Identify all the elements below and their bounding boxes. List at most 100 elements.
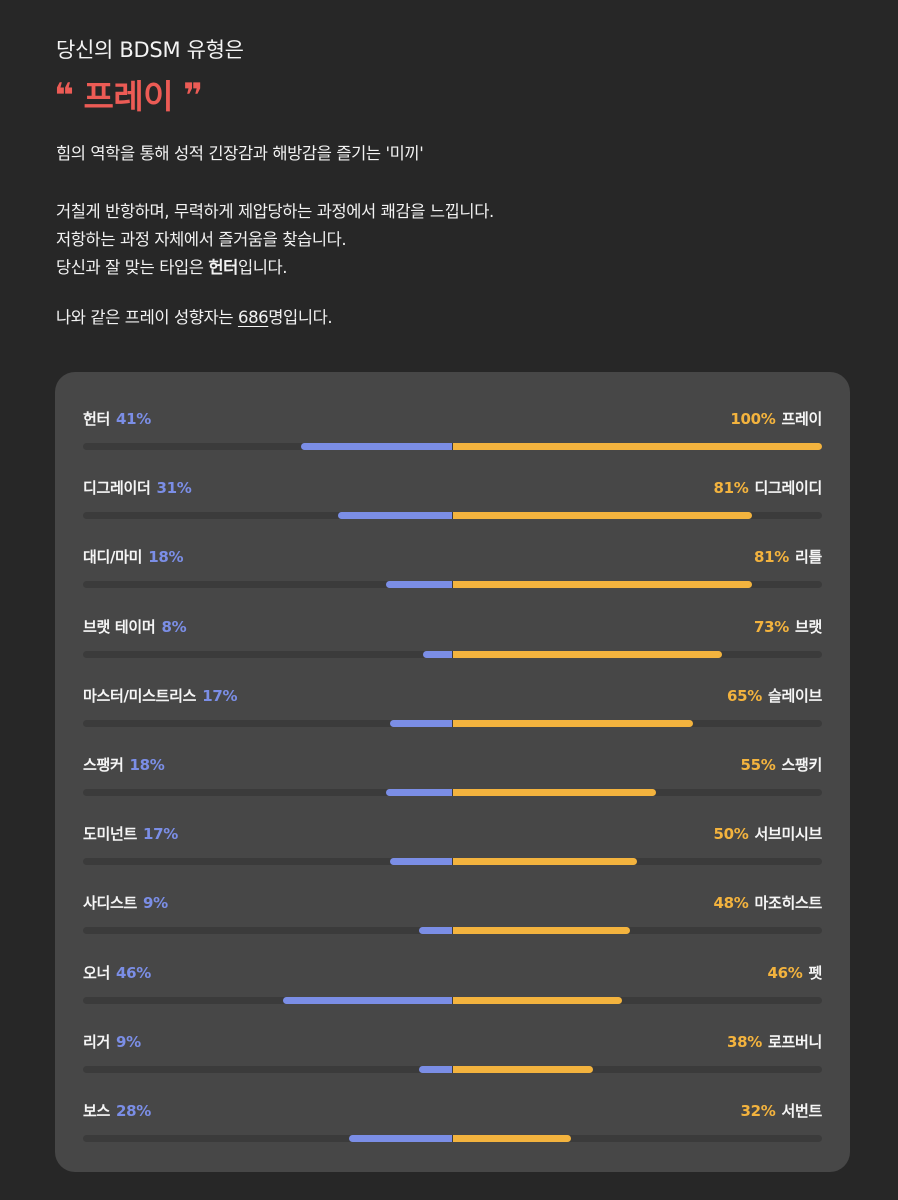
right-type-label: 스팽키 xyxy=(781,756,822,774)
match-type: 헌터 xyxy=(208,258,238,277)
left-score-bar xyxy=(422,650,453,658)
right-type: 50% 서브미시브 xyxy=(713,823,822,844)
score-track xyxy=(83,581,822,589)
left-type: 브랫 테이머 8% xyxy=(83,616,187,637)
left-type: 도미넌트 17% xyxy=(83,823,178,844)
score-row: 헌터 41% 100% 프레이 xyxy=(83,408,822,468)
score-row: 리거 9% 38% 로프버니 xyxy=(83,1031,822,1091)
right-score-bar xyxy=(452,858,638,866)
score-track xyxy=(83,719,822,727)
right-type-label: 마조히스트 xyxy=(754,894,822,913)
left-score-bar xyxy=(337,512,453,520)
description-line: 힘의 역학을 통해 성적 긴장감과 해방감을 즐기는 '미끼' xyxy=(56,144,424,163)
left-type-percent: 41% xyxy=(116,410,152,428)
score-card: 헌터 41% 100% 프레이 디그레이더 31% 81% 디그레이디 대디/마미 18% 81% 리… xyxy=(55,372,850,1172)
description-line: 거칠게 반항하며, 무력하게 제압당하는 과정에서 쾌감을 느낍니다. xyxy=(56,202,494,221)
right-type-label: 프레이 xyxy=(781,410,822,428)
left-type-label: 도미넌트 xyxy=(83,825,138,844)
score-row: 도미넌트 17% 50% 서브미시브 xyxy=(83,823,822,883)
left-type: 보스 28% xyxy=(83,1100,151,1121)
right-score-bar xyxy=(452,650,723,658)
right-type-percent: 46% xyxy=(767,963,803,982)
left-type-percent: 9% xyxy=(143,894,168,913)
left-type: 사디스트 9% xyxy=(83,892,168,913)
score-track xyxy=(83,1065,822,1073)
score-track xyxy=(83,858,822,866)
user-count: 686 xyxy=(237,308,269,327)
left-score-bar xyxy=(389,719,453,727)
match-suffix: 입니다. xyxy=(237,258,288,277)
left-score-bar xyxy=(385,581,453,589)
type-name: 프레이 xyxy=(83,77,174,116)
right-type-percent: 100% xyxy=(730,410,776,428)
left-type-label: 대디/마미 xyxy=(83,548,143,567)
right-type-percent: 32% xyxy=(740,1102,776,1120)
right-score-bar xyxy=(452,443,822,450)
right-type: 55% 스팽키 xyxy=(740,754,822,775)
left-type-label: 마스터/미스트리스 xyxy=(83,686,197,705)
right-type-percent: 48% xyxy=(713,894,749,913)
score-track xyxy=(83,789,822,796)
right-type: 38% 로프버니 xyxy=(727,1031,822,1052)
left-type-label: 오너 xyxy=(83,963,111,982)
right-type-label: 디그레이디 xyxy=(754,479,822,498)
close-quote-icon: ❞ xyxy=(183,76,203,116)
left-score-bar xyxy=(419,927,453,935)
left-type-label: 디그레이더 xyxy=(83,479,151,498)
right-type-label: 로프버니 xyxy=(767,1032,822,1051)
left-score-bar xyxy=(282,996,453,1004)
right-type-label: 서번트 xyxy=(781,1102,822,1120)
score-row: 스팽커 18% 55% 스팽키 xyxy=(83,754,822,814)
left-type: 스팽커 18% xyxy=(83,754,165,775)
left-type-label: 사디스트 xyxy=(83,894,138,913)
count-line: 나와 같은 프레이 성향자는 686명입니다. xyxy=(56,304,333,328)
score-row: 브랫 테이머 8% 73% 브랫 xyxy=(83,616,822,676)
right-score-bar xyxy=(452,789,656,796)
score-track xyxy=(83,512,822,520)
right-type: 65% 슬레이브 xyxy=(727,685,822,706)
right-score-bar xyxy=(452,927,630,935)
score-track xyxy=(83,650,822,658)
left-type-label: 보스 xyxy=(83,1102,111,1120)
right-type-percent: 81% xyxy=(713,479,749,498)
right-type-percent: 55% xyxy=(740,756,776,774)
count-suffix: 명입니다. xyxy=(268,308,333,327)
left-score-bar xyxy=(301,443,453,450)
right-type: 100% 프레이 xyxy=(730,408,822,429)
left-type-percent: 17% xyxy=(143,825,179,844)
right-type-percent: 81% xyxy=(753,548,789,567)
score-row: 디그레이더 31% 81% 디그레이디 xyxy=(83,477,822,537)
score-row: 사디스트 9% 48% 마조히스트 xyxy=(83,892,822,952)
left-type-percent: 8% xyxy=(161,617,187,636)
left-type-percent: 17% xyxy=(202,686,238,705)
right-type-percent: 73% xyxy=(753,617,789,636)
left-type-percent: 46% xyxy=(116,963,152,982)
match-line: 당신과 잘 맞는 타입은 헌터입니다. xyxy=(56,254,288,278)
left-type: 디그레이더 31% xyxy=(83,477,192,498)
left-type-percent: 28% xyxy=(116,1102,152,1120)
left-score-bar xyxy=(349,1135,453,1142)
left-score-bar xyxy=(419,1065,453,1073)
result-subtitle: 당신의 BDSM 유형은 xyxy=(56,38,244,62)
right-type-percent: 50% xyxy=(713,825,749,844)
left-type-percent: 18% xyxy=(129,756,165,774)
left-type-label: 헌터 xyxy=(83,410,111,428)
left-type: 오너 46% xyxy=(83,962,151,983)
match-prefix: 당신과 잘 맞는 타입은 xyxy=(56,258,209,277)
right-score-bar xyxy=(452,1135,571,1142)
right-type: 81% 디그레이디 xyxy=(713,477,822,498)
score-track xyxy=(83,927,822,935)
right-score-bar xyxy=(452,512,752,520)
left-score-bar xyxy=(389,858,453,866)
description-line: 저항하는 과정 자체에서 즐거움을 찾습니다. xyxy=(56,230,347,249)
score-track xyxy=(83,1135,822,1142)
score-track xyxy=(83,443,822,450)
right-type: 48% 마조히스트 xyxy=(713,892,822,913)
score-row: 대디/마미 18% 81% 리틀 xyxy=(83,546,822,606)
result-type-title: ❝ 프레이 ❞ xyxy=(54,70,203,118)
right-type-percent: 38% xyxy=(726,1032,762,1051)
right-type: 73% 브랫 xyxy=(754,616,822,637)
right-score-bar xyxy=(452,996,623,1004)
left-type-label: 리거 xyxy=(83,1032,111,1051)
left-type: 마스터/미스트리스 17% xyxy=(83,685,238,706)
